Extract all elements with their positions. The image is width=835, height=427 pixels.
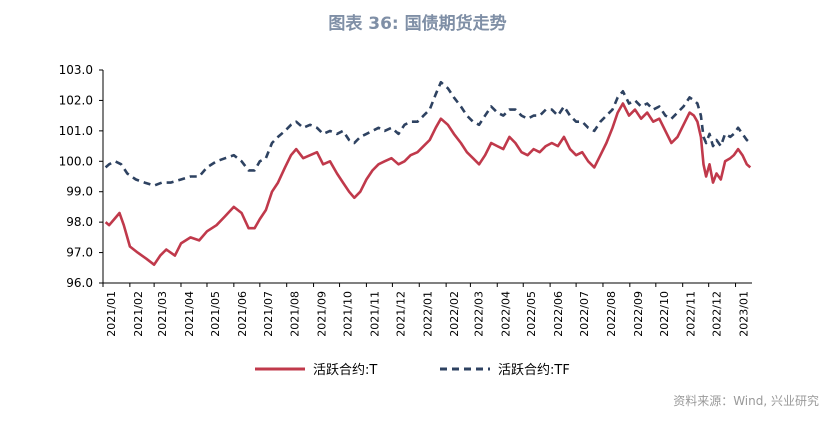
x-tick-label: 2022/10 [658,291,671,337]
y-tick-label: 102.0 [59,93,93,107]
x-tick-label: 2021/07 [262,291,275,337]
x-tick-label: 2021/11 [368,291,381,337]
x-tick-label: 2022/01 [421,291,434,337]
y-tick-label: 98.0 [66,215,93,229]
x-tick-label: 2021/10 [342,291,355,337]
legend-tf-label: 活跃合约:TF [498,363,570,378]
x-tick-label: 2021/03 [156,291,169,337]
x-tick-label: 2021/01 [105,291,118,337]
y-tick-label: 101.0 [59,124,93,138]
y-tick-label: 100.0 [59,154,93,168]
x-tick-label: 2023/01 [738,291,751,337]
y-tick-label: 96.0 [66,276,93,290]
chart-title: 图表 36: 国债期货走势 [328,14,507,34]
x-tick-label: 2022/11 [685,291,698,337]
y-tick-label: 97.0 [66,246,93,260]
x-tick-label: 2021/06 [236,291,249,337]
series-line-tf [104,80,752,187]
x-tick-label: 2021/08 [289,291,302,337]
x-tick-label: 2022/08 [605,291,618,337]
x-tick-label: 2021/04 [183,291,196,337]
x-tick-label: 2021/12 [394,291,407,337]
x-tick-label: 2022/12 [711,291,724,337]
x-tick-label: 2022/03 [472,291,485,337]
x-tick-label: 2022/02 [448,291,461,337]
y-tick-label: 103.0 [59,63,93,77]
x-tick-label: 2022/09 [632,291,645,337]
x-tick-label: 2021/02 [132,291,145,337]
x-tick-label: 2021/09 [316,291,329,337]
source-note: 资料来源：Wind, 兴业研究 [673,394,819,408]
y-tick-label: 99.0 [66,185,93,199]
x-tick-label: 2022/05 [525,291,538,337]
x-tick-label: 2022/04 [499,291,512,337]
legend-t-label: 活跃合约:T [313,363,377,378]
series-line-t [104,102,752,266]
x-tick-label: 2022/06 [552,291,565,337]
x-tick-label: 2022/07 [578,291,591,337]
x-tick-label: 2021/05 [209,291,222,337]
